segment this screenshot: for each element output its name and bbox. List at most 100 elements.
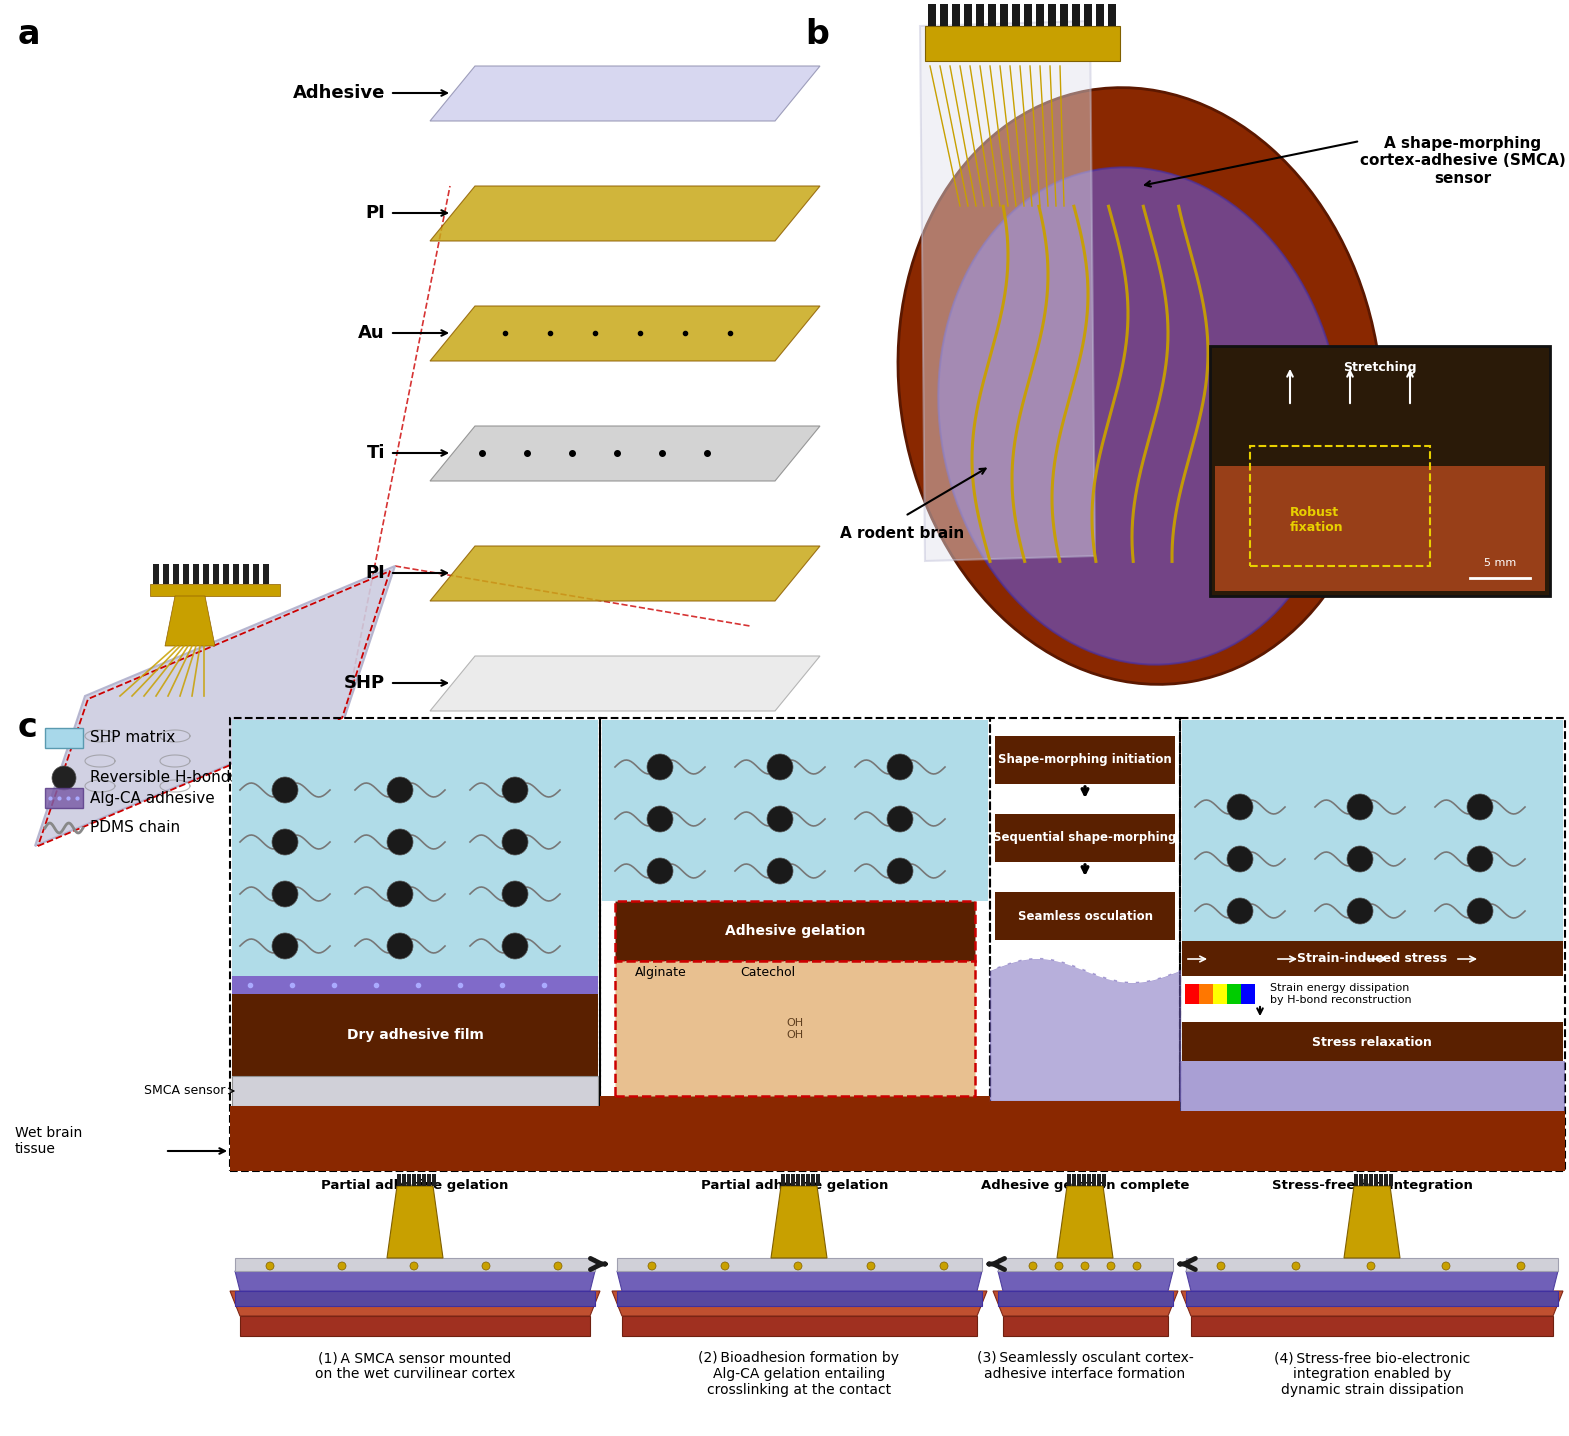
Text: Adhesive gelation complete: Adhesive gelation complete (981, 1179, 1189, 1192)
Text: Sequential shape-morphing: Sequential shape-morphing (993, 831, 1177, 844)
Text: (3) Seamlessly osculant cortex-
adhesive interface formation: (3) Seamlessly osculant cortex- adhesive… (976, 1351, 1194, 1381)
Text: Wet brain
tissue: Wet brain tissue (16, 1126, 82, 1156)
Text: 5 mm: 5 mm (1484, 559, 1516, 569)
Bar (1214, 467, 1545, 592)
Polygon shape (1191, 1315, 1553, 1335)
Text: Alginate: Alginate (635, 966, 687, 979)
Circle shape (554, 1262, 562, 1269)
Bar (1199, 984, 1213, 1004)
Circle shape (868, 1262, 876, 1269)
Bar (243, 564, 249, 584)
Polygon shape (231, 1291, 599, 1315)
Bar (1181, 1022, 1563, 1061)
Circle shape (646, 806, 673, 831)
Circle shape (1348, 846, 1373, 872)
Bar (232, 719, 598, 976)
Bar (990, 1101, 1180, 1170)
Bar (1374, 1175, 1378, 1186)
Circle shape (1054, 1262, 1064, 1269)
Polygon shape (430, 187, 821, 241)
Polygon shape (1181, 1291, 1563, 1315)
Circle shape (886, 754, 913, 780)
Polygon shape (1003, 1315, 1167, 1335)
Text: PI: PI (366, 204, 384, 223)
Bar (1181, 941, 1563, 976)
Text: Strain energy dissipation
by H-bond reconstruction: Strain energy dissipation by H-bond reco… (1269, 984, 1412, 1005)
Polygon shape (617, 1291, 982, 1305)
Bar (811, 1175, 814, 1186)
Bar (253, 564, 259, 584)
Bar (406, 1175, 411, 1186)
Circle shape (646, 754, 673, 780)
Bar (1087, 1175, 1090, 1186)
Text: Seamless osculation: Seamless osculation (1018, 909, 1153, 922)
Circle shape (648, 1262, 656, 1269)
Circle shape (271, 933, 298, 959)
Bar (1185, 984, 1199, 1004)
Circle shape (1108, 1262, 1116, 1269)
Bar (413, 1175, 416, 1186)
Text: SMCA sensor: SMCA sensor (144, 1084, 224, 1097)
Text: (1) A SMCA sensor mounted
on the wet curvilinear cortex: (1) A SMCA sensor mounted on the wet cur… (315, 1351, 515, 1381)
Text: Stress-free bio-integration: Stress-free bio-integration (1271, 1179, 1472, 1192)
Polygon shape (621, 1315, 977, 1335)
Bar (151, 584, 279, 596)
Circle shape (271, 882, 298, 908)
Text: (4) Stress-free bio-electronic
integration enabled by
dynamic strain dissipation: (4) Stress-free bio-electronic integrati… (1274, 1351, 1470, 1397)
Text: PDMS chain: PDMS chain (89, 820, 180, 836)
Polygon shape (430, 426, 821, 481)
Bar (1181, 719, 1563, 941)
Circle shape (388, 829, 413, 854)
Text: Catechol: Catechol (741, 966, 795, 979)
Bar (940, 4, 948, 26)
Text: (2) Bioadhesion formation by
Alg-CA gelation entailing
crosslinking at the conta: (2) Bioadhesion formation by Alg-CA gela… (698, 1351, 899, 1397)
Text: b: b (805, 19, 828, 52)
Circle shape (482, 1262, 490, 1269)
Circle shape (794, 1262, 802, 1269)
Text: A rodent brain: A rodent brain (839, 526, 965, 541)
Bar (397, 1175, 400, 1186)
Bar (1108, 4, 1116, 26)
Text: SHP: SHP (344, 673, 384, 692)
Circle shape (1467, 898, 1494, 923)
Text: Au: Au (358, 325, 384, 342)
Bar (795, 1175, 800, 1186)
Bar (402, 1175, 405, 1186)
Circle shape (388, 777, 413, 803)
Circle shape (1467, 846, 1494, 872)
Bar (988, 4, 996, 26)
Bar (926, 26, 1120, 60)
Circle shape (1367, 1262, 1374, 1269)
Circle shape (337, 1262, 347, 1269)
Bar (1384, 1175, 1387, 1186)
Polygon shape (165, 596, 215, 646)
Circle shape (271, 829, 298, 854)
Bar (232, 1076, 598, 1106)
Polygon shape (998, 1291, 1174, 1305)
Circle shape (410, 1262, 417, 1269)
Bar (231, 1106, 599, 1170)
Circle shape (388, 933, 413, 959)
Bar (1072, 4, 1079, 26)
FancyBboxPatch shape (615, 961, 974, 1096)
Bar (927, 4, 937, 26)
FancyBboxPatch shape (615, 900, 974, 961)
Bar (1036, 4, 1043, 26)
Bar (995, 737, 1175, 784)
Bar (1067, 1175, 1070, 1186)
Polygon shape (1345, 1186, 1400, 1258)
Polygon shape (919, 22, 1095, 561)
Text: A shape-morphing
cortex-adhesive (SMCA)
sensor: A shape-morphing cortex-adhesive (SMCA) … (1360, 136, 1566, 185)
Circle shape (502, 882, 529, 908)
Polygon shape (998, 1258, 1174, 1271)
Bar (427, 1175, 430, 1186)
Polygon shape (235, 1291, 595, 1305)
Circle shape (1291, 1262, 1301, 1269)
Text: a: a (17, 19, 41, 52)
Bar (995, 892, 1175, 941)
Circle shape (767, 754, 792, 780)
Circle shape (1517, 1262, 1525, 1269)
Bar (431, 1175, 436, 1186)
Circle shape (502, 777, 529, 803)
Bar (1180, 1061, 1564, 1111)
